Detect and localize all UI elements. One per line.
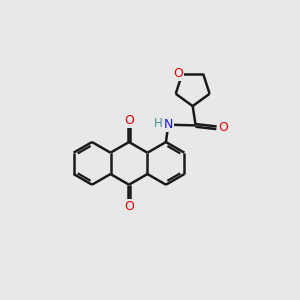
- Text: O: O: [218, 121, 228, 134]
- Text: O: O: [173, 67, 183, 80]
- Text: O: O: [124, 114, 134, 127]
- Text: O: O: [124, 200, 134, 213]
- Text: N: N: [164, 118, 173, 131]
- Text: H: H: [154, 117, 162, 130]
